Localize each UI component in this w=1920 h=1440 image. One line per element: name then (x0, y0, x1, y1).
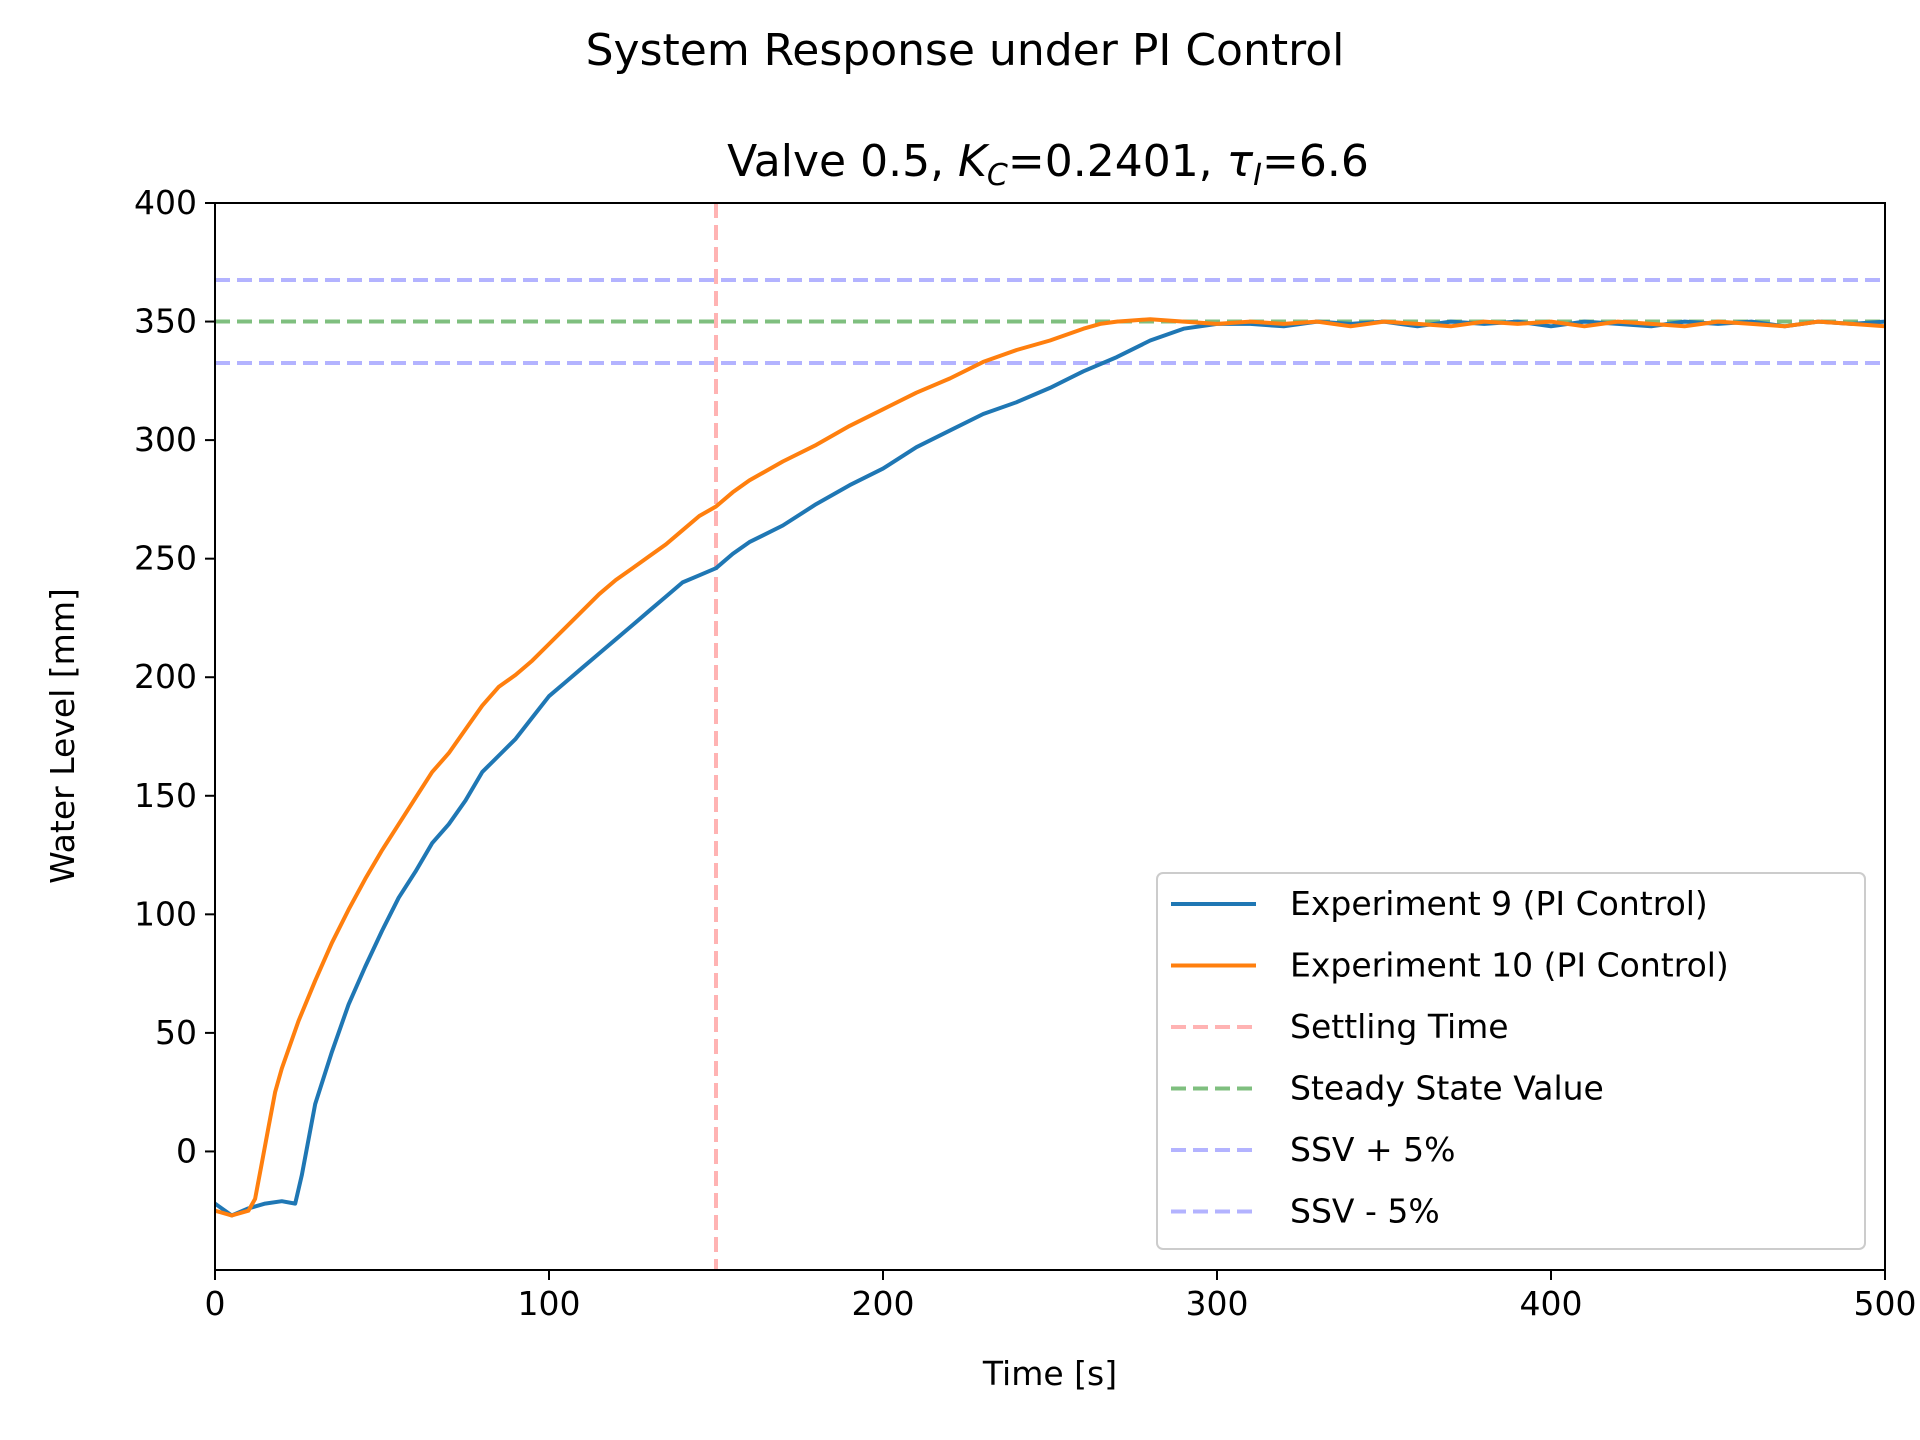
chart-title: Valve 0.5, KC=0.2401, τI=6.6 (727, 136, 1369, 193)
chart-suptitle: System Response under PI Control (586, 25, 1345, 76)
y-tick-label: 400 (134, 183, 197, 222)
legend: Experiment 9 (PI Control) Experiment 10 (… (1156, 872, 1866, 1250)
title-kc-symbol: K (958, 136, 990, 187)
legend-box (1156, 872, 1866, 1250)
x-axis-label: Time [s] (982, 1354, 1117, 1393)
series-line-2 (215, 317, 1885, 1218)
y-tick-label: 350 (134, 302, 197, 341)
title-tau-value: =6.6 (1262, 136, 1369, 187)
y-tick-label: 300 (134, 420, 197, 459)
legend-label-2: Settling Time (1290, 1007, 1509, 1046)
y-axis: 0 50 100 150 200 250 300 350 400 (134, 183, 215, 1170)
series-lines (215, 317, 1885, 1218)
x-tick-label: 500 (1854, 1284, 1917, 1323)
x-tick-label: 200 (852, 1284, 915, 1323)
legend-label-5: SSV - 5% (1290, 1192, 1440, 1231)
x-tick-label: 0 (205, 1284, 226, 1323)
y-tick-label: 50 (155, 1013, 197, 1052)
title-kc-value: =0.2401, (1008, 136, 1227, 187)
x-tick-label: 300 (1186, 1284, 1249, 1323)
legend-label-1: Experiment 10 (PI Control) (1290, 946, 1729, 985)
legend-label-0: Experiment 9 (PI Control) (1290, 884, 1708, 923)
x-axis: 0 100 200 300 400 500 (205, 1270, 1917, 1323)
x-tick-label: 100 (518, 1284, 581, 1323)
legend-label-3: Steady State Value (1290, 1069, 1604, 1108)
y-tick-label: 200 (134, 657, 197, 696)
y-tick-label: 250 (134, 539, 197, 578)
title-kc-subscript: C (987, 158, 1008, 193)
title-tau-subscript: I (1253, 158, 1262, 193)
plot-frame (214, 202, 1886, 1271)
x-tick-label: 400 (1520, 1284, 1583, 1323)
y-axis-label: Water Level [mm] (43, 588, 82, 884)
title-prefix: Valve 0.5, (727, 136, 958, 187)
legend-label-4: SSV + 5% (1290, 1130, 1455, 1169)
title-tau-symbol: τ (1227, 136, 1254, 187)
y-tick-label: 100 (134, 894, 197, 933)
y-tick-label: 0 (176, 1131, 197, 1170)
y-tick-label: 150 (134, 776, 197, 815)
